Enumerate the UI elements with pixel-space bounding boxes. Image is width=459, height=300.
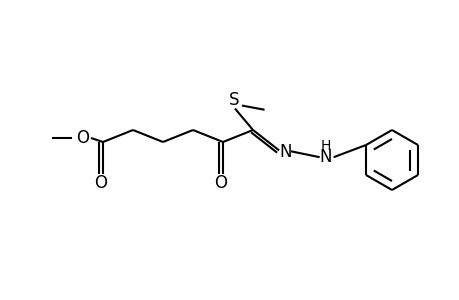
Text: N: N: [279, 143, 291, 161]
Text: N: N: [319, 148, 331, 166]
Text: O: O: [76, 129, 90, 147]
Text: S: S: [228, 91, 239, 109]
Text: O: O: [94, 174, 107, 192]
Text: O: O: [214, 174, 227, 192]
Text: H: H: [320, 139, 330, 153]
